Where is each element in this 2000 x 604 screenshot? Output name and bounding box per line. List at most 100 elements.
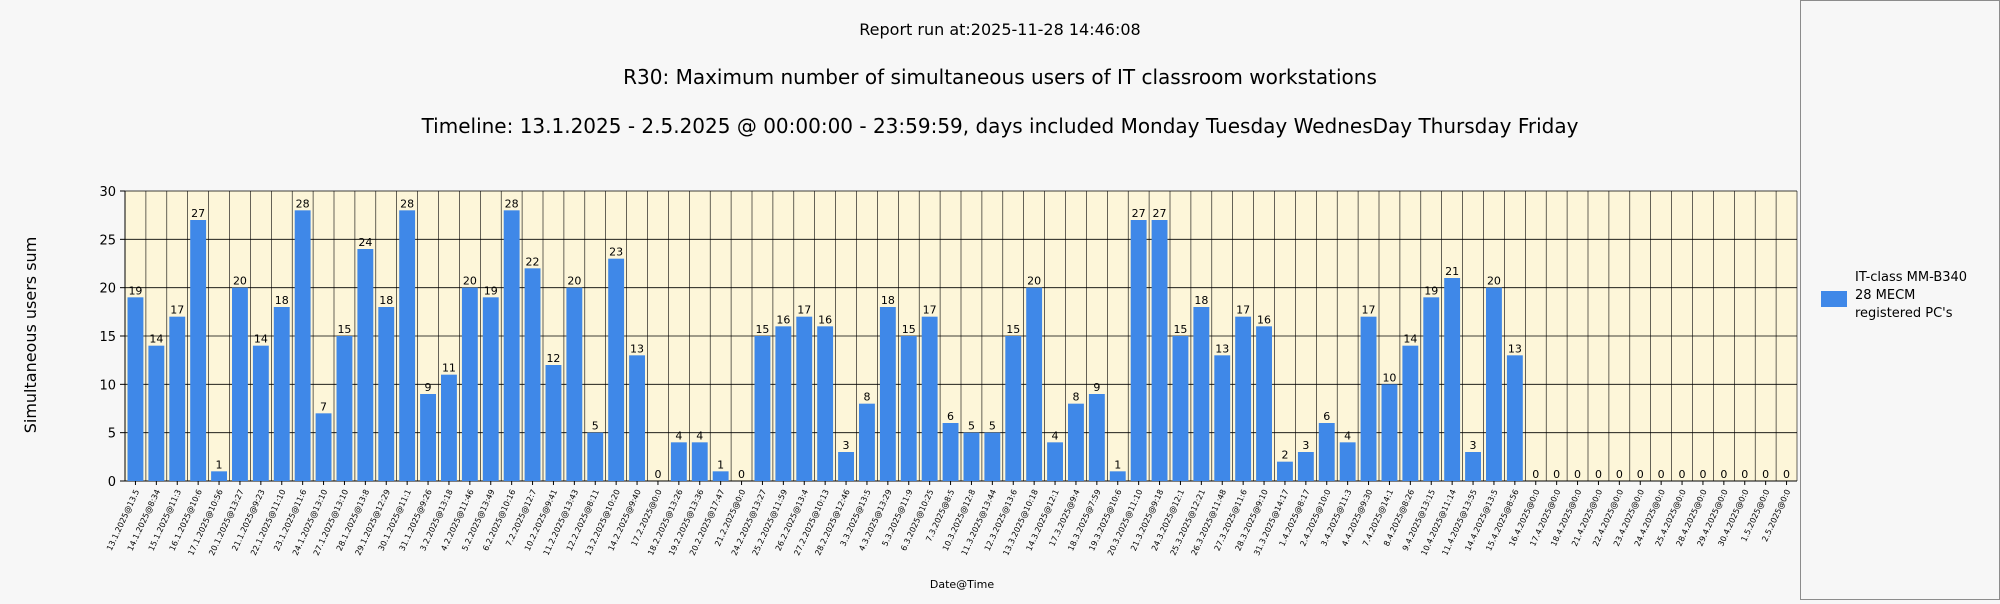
bar [1423, 297, 1440, 481]
data-label: 20 [567, 275, 581, 288]
bar [148, 345, 165, 481]
bar [963, 432, 980, 481]
bar [879, 307, 896, 481]
data-label: 18 [881, 294, 895, 307]
bar [294, 210, 311, 482]
bar [399, 210, 416, 482]
data-label: 10 [1382, 371, 1396, 384]
bar [503, 210, 520, 482]
data-label: 0 [1762, 468, 1769, 481]
bar [859, 403, 875, 481]
y-tick-label: 30 [99, 185, 116, 200]
data-label: 6 [947, 410, 954, 423]
data-label: 2 [1281, 449, 1288, 462]
data-label: 0 [1699, 468, 1706, 481]
data-label: 5 [968, 420, 975, 433]
bar [942, 423, 959, 481]
bar [566, 287, 583, 481]
data-label: 6 [1323, 410, 1330, 423]
data-label: 0 [654, 468, 661, 481]
bar [1486, 287, 1502, 481]
data-label: 11 [442, 362, 456, 375]
bar [127, 297, 144, 481]
data-label: 24 [358, 236, 372, 249]
data-label: 0 [1637, 468, 1644, 481]
data-label: 3 [1470, 439, 1477, 452]
data-label: 14 [1403, 333, 1417, 346]
data-label: 5 [592, 420, 599, 433]
data-label: 1 [1114, 458, 1121, 471]
bar [1193, 307, 1210, 481]
data-label: 0 [1783, 468, 1790, 481]
legend-label: IT-class MM-B340 28 MECM registered PC's [1855, 270, 1968, 321]
bar [1047, 442, 1063, 481]
chart-area: Report run at:2025-11-28 14:46:08 R30: M… [21, 20, 1798, 591]
bar [190, 220, 207, 481]
x-axis-label: Date@Time [930, 578, 994, 591]
bar [775, 326, 792, 481]
data-label: 28 [400, 197, 414, 210]
bar [900, 336, 917, 481]
bar [754, 336, 771, 481]
data-label: 19 [484, 284, 498, 297]
data-label: 17 [1362, 304, 1376, 317]
data-label: 17 [1236, 304, 1250, 317]
data-label: 19 [128, 284, 142, 297]
bar [1465, 452, 1481, 481]
data-label: 4 [1344, 429, 1351, 442]
bar [420, 394, 436, 481]
bar [691, 442, 708, 481]
data-label: 27 [1153, 207, 1167, 220]
data-label: 27 [1132, 207, 1146, 220]
report-run-timestamp: Report run at:2025-11-28 14:46:08 [859, 20, 1140, 39]
data-label: 1 [216, 458, 223, 471]
bar [629, 355, 645, 481]
data-label: 14 [149, 333, 163, 346]
bar [670, 442, 687, 481]
y-axis-label: Simultaneous users sum [21, 237, 40, 434]
data-label: 9 [425, 381, 432, 394]
data-label: 15 [902, 323, 916, 336]
data-label: 14 [254, 333, 268, 346]
data-label: 7 [320, 400, 327, 413]
bar [608, 258, 625, 481]
bar [921, 316, 938, 481]
data-label: 20 [233, 275, 247, 288]
bar [378, 307, 395, 481]
data-label: 13 [1215, 342, 1229, 355]
bar [545, 365, 562, 481]
data-label: 15 [337, 323, 351, 336]
bar [796, 316, 813, 481]
data-label: 3 [843, 439, 850, 452]
bar [482, 297, 499, 481]
chart-subtitle: Timeline: 13.1.2025 - 2.5.2025 @ 00:00:0… [421, 114, 1579, 138]
y-tick-label: 10 [99, 378, 116, 393]
data-label: 0 [1574, 468, 1581, 481]
bar [357, 249, 374, 481]
bar [838, 452, 854, 481]
data-label: 22 [526, 255, 540, 268]
data-label: 19 [1424, 284, 1438, 297]
data-label: 16 [776, 313, 790, 326]
bar [1109, 471, 1126, 481]
bar [169, 316, 186, 481]
data-label: 16 [818, 313, 832, 326]
bar [1088, 394, 1105, 481]
legend-swatch [1821, 291, 1847, 307]
bar [1277, 461, 1293, 481]
data-label: 28 [296, 197, 310, 210]
bar [587, 432, 604, 481]
bar [441, 374, 457, 481]
data-label: 0 [1616, 468, 1623, 481]
data-label: 3 [1302, 439, 1309, 452]
y-tick-label: 25 [99, 233, 116, 248]
bar [1339, 442, 1356, 481]
data-label: 12 [546, 352, 560, 365]
y-tick-label: 20 [99, 282, 116, 297]
data-label: 16 [1257, 313, 1271, 326]
bar [232, 287, 248, 481]
bar [461, 287, 478, 481]
bar-chart: Report run at:2025-11-28 14:46:08 R30: M… [21, 20, 1798, 591]
y-tick-label: 15 [99, 330, 116, 345]
bar [1318, 423, 1335, 481]
